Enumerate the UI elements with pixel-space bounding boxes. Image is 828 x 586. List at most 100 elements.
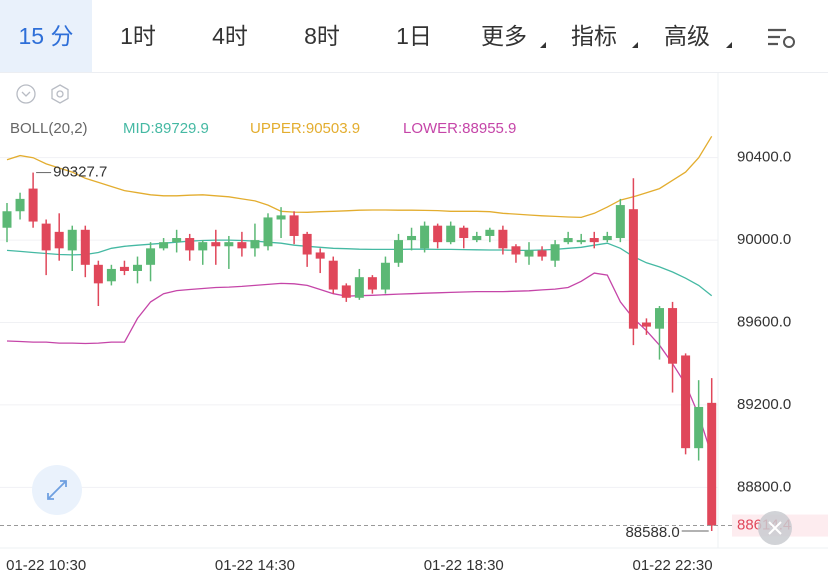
- y-tick-label: 89200.0: [737, 396, 791, 413]
- tab-label: 更多: [481, 23, 527, 49]
- tab-label: 8时: [304, 23, 340, 49]
- candle-body: [159, 242, 169, 249]
- candle-body: [694, 406, 704, 449]
- candle-body: [433, 225, 443, 243]
- y-tick-label: 89600.0: [737, 313, 791, 330]
- candle-body: [668, 308, 678, 364]
- menu-icon-gear: [783, 36, 795, 48]
- candle-body: [537, 250, 547, 257]
- collapse-icon[interactable]: [16, 84, 36, 104]
- dropdown-arrow: [540, 42, 546, 48]
- candle-body: [237, 242, 247, 249]
- candle-body: [524, 250, 534, 257]
- candle-body: [302, 233, 312, 255]
- settings-icon-dot: [56, 90, 64, 98]
- candle-body: [289, 215, 299, 236]
- tab[interactable]: 1时: [92, 0, 184, 72]
- candle-body: [185, 238, 195, 251]
- menu-icon[interactable]: [768, 28, 795, 48]
- tab-label: 指标: [571, 23, 617, 49]
- tab-label: 4时: [212, 23, 248, 49]
- candle-body: [380, 262, 390, 290]
- tab[interactable]: 8时: [276, 0, 368, 72]
- candle-body: [602, 235, 612, 241]
- dropdown-arrow: [726, 42, 732, 48]
- candle-body: [655, 308, 664, 329]
- y-tick-label: 90400.0: [737, 149, 791, 166]
- y-tick-label: 88800.0: [737, 478, 791, 495]
- candle-body: [106, 268, 116, 282]
- candle-body: [354, 277, 364, 298]
- timeframe-tabs: 15 分 1时 4时 8时 1日 更多 指标 高级: [0, 0, 828, 73]
- candle-body: [133, 264, 142, 271]
- expand-icon: [47, 480, 67, 500]
- x-tick-label: 01-22 18:30: [424, 557, 504, 574]
- y-tick-label: 90000.0: [737, 231, 791, 248]
- candle-body: [315, 252, 325, 259]
- high-marker-label: 90327.7: [53, 164, 107, 181]
- candle-body: [472, 235, 482, 241]
- candle-body: [589, 238, 599, 243]
- candle-body: [550, 244, 560, 261]
- tab-label: 15 分: [18, 23, 74, 49]
- candle-body: [511, 246, 521, 255]
- tab[interactable]: 4时: [184, 0, 276, 72]
- candle-body: [707, 402, 717, 526]
- tab[interactable]: 1日: [368, 0, 460, 72]
- chart-background: [0, 73, 828, 586]
- candle-body: [93, 264, 103, 284]
- settings-icon[interactable]: [51, 84, 69, 104]
- tab-label: 高级: [664, 23, 710, 49]
- candle-body: [563, 238, 573, 243]
- legend-entry: MID:89729.9: [123, 120, 209, 137]
- collapse-chevron: [21, 91, 31, 97]
- candle-body: [15, 198, 25, 212]
- x-tick-label: 01-22 14:30: [215, 557, 295, 574]
- candle-body: [276, 215, 286, 220]
- candle-body: [681, 355, 691, 449]
- x-tick-label: 01-22 22:30: [633, 557, 713, 574]
- candle-body: [41, 223, 51, 251]
- candle-body: [263, 217, 273, 247]
- candle-body: [224, 242, 234, 247]
- tab[interactable]: 高级: [640, 0, 734, 72]
- candle-body: [211, 242, 221, 247]
- candle-body: [420, 225, 430, 249]
- tab[interactable]: 更多: [460, 0, 548, 72]
- candle-body: [446, 225, 456, 243]
- legend-entry: LOWER:88955.9: [403, 120, 516, 137]
- dropdown-arrow: [632, 42, 638, 48]
- candle-body: [2, 211, 12, 228]
- candle-body: [172, 238, 182, 243]
- candle-body: [67, 229, 77, 251]
- low-marker-label: 88588.0: [625, 524, 679, 541]
- candle-body: [54, 231, 64, 249]
- tab-label: 1日: [396, 23, 432, 49]
- candle-body: [328, 260, 338, 290]
- menu-icon-lines: [768, 28, 786, 46]
- candle-body: [641, 322, 651, 327]
- boll-line: [6, 135, 713, 219]
- tab[interactable]: 15 分: [0, 0, 92, 72]
- indicator-name: BOLL(20,2): [10, 120, 88, 137]
- tab[interactable]: 指标: [548, 0, 640, 72]
- candle-body: [459, 227, 469, 239]
- candle-body: [198, 242, 208, 251]
- close-icon: [768, 521, 782, 535]
- candle-body: [146, 248, 156, 265]
- candle-body: [367, 277, 377, 290]
- candle-body: [498, 229, 508, 249]
- plot-area: [0, 135, 718, 531]
- candle-body: [394, 240, 403, 263]
- candle-body: [485, 229, 495, 236]
- tab-label: 1时: [120, 23, 156, 49]
- candle-body: [80, 229, 90, 265]
- candle-body: [407, 235, 417, 241]
- candle-body: [628, 209, 638, 329]
- candle-body: [119, 266, 129, 271]
- candle-body: [341, 285, 351, 298]
- legend-entry: UPPER:90503.9: [250, 120, 360, 137]
- candle-body: [615, 205, 625, 239]
- candle-body: [250, 240, 260, 249]
